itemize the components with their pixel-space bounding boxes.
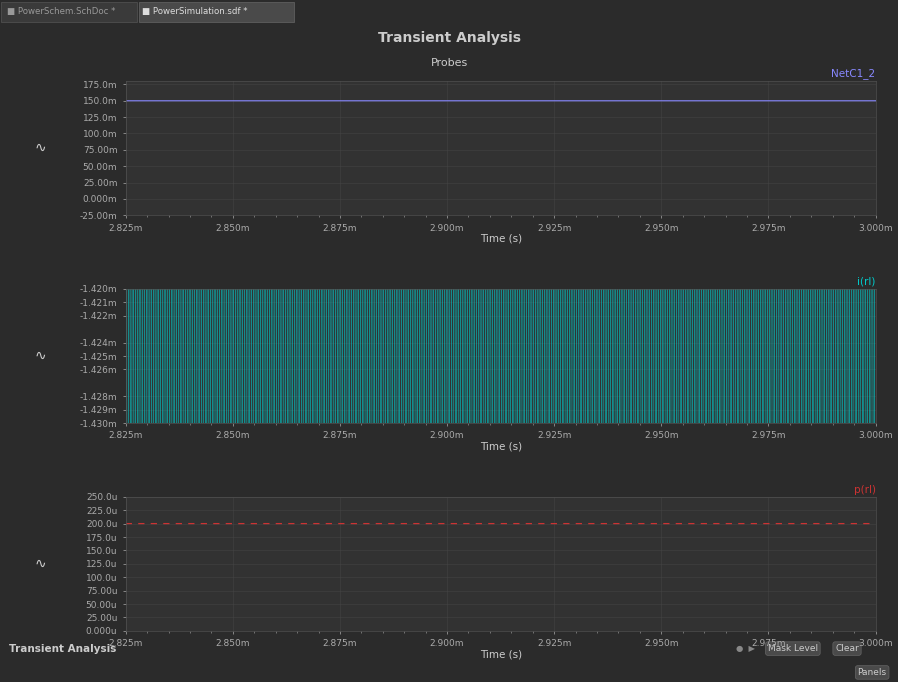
- Text: Clear: Clear: [835, 644, 858, 653]
- Text: Panels: Panels: [858, 668, 886, 677]
- Text: ∿: ∿: [35, 557, 46, 571]
- Text: ∿: ∿: [35, 349, 46, 363]
- Text: ●  ▶: ● ▶: [736, 644, 755, 653]
- Text: Transient Analysis: Transient Analysis: [9, 644, 117, 653]
- Text: Probes: Probes: [430, 58, 468, 68]
- FancyBboxPatch shape: [139, 1, 294, 22]
- Text: p(rl): p(rl): [854, 485, 876, 494]
- X-axis label: Time (s): Time (s): [480, 442, 522, 451]
- X-axis label: Time (s): Time (s): [480, 649, 522, 659]
- Text: ■ PowerSimulation.sdf *: ■ PowerSimulation.sdf *: [142, 7, 247, 16]
- Text: ∿: ∿: [35, 141, 46, 155]
- Text: i(rl): i(rl): [858, 277, 876, 287]
- Text: ■ PowerSchem.SchDoc *: ■ PowerSchem.SchDoc *: [7, 7, 116, 16]
- Text: NetC1_2: NetC1_2: [832, 68, 876, 79]
- Text: Transient Analysis: Transient Analysis: [377, 31, 521, 44]
- FancyBboxPatch shape: [1, 1, 137, 22]
- Text: Mask Level: Mask Level: [768, 644, 818, 653]
- X-axis label: Time (s): Time (s): [480, 234, 522, 244]
